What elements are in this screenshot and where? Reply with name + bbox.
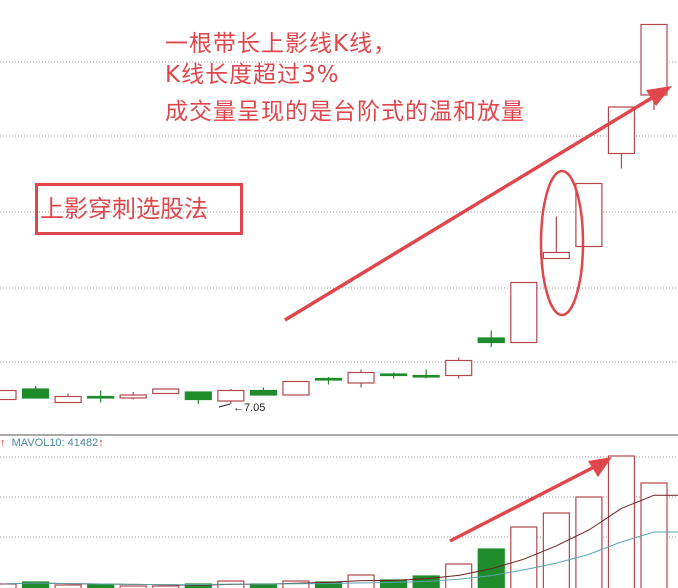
- volume-bar: [640, 482, 668, 588]
- candle-body: [542, 251, 570, 260]
- up-arrow-icon: ↑: [98, 437, 104, 449]
- candle-body: [640, 23, 668, 96]
- candle-body: [119, 394, 147, 399]
- volume-bar: [119, 585, 147, 588]
- mavol10-line: [2, 531, 678, 586]
- volume-bar: [380, 579, 408, 588]
- volume-bar: [184, 583, 212, 588]
- candle-body: [152, 388, 180, 395]
- annotation-line-3: 成交量呈现的是台阶式的温和放量: [165, 99, 525, 125]
- mavol-indicator: ↑ MAVOL10: 41482↑: [0, 437, 104, 449]
- volume-bar: [575, 496, 603, 588]
- candle-body: [54, 395, 82, 404]
- mavol-label: MAVOL10: 41482: [11, 437, 99, 449]
- method-title-box: 上影穿刺选股法: [35, 183, 243, 235]
- candle-body: [445, 359, 473, 377]
- trend-arrow: [284, 94, 656, 322]
- low-price-label: ←7.05: [233, 402, 266, 414]
- low-marker-line: [218, 403, 231, 408]
- volume-bar: [54, 584, 82, 588]
- candle-body: [477, 337, 505, 344]
- candle-body: [0, 389, 17, 401]
- candle-body: [184, 391, 212, 401]
- candle-body: [282, 380, 310, 396]
- volume-bar: [607, 455, 636, 588]
- volume-bar: [282, 580, 310, 588]
- candle-body: [249, 389, 277, 396]
- candle-body: [380, 373, 408, 377]
- low-price-value: 7.05: [244, 402, 266, 414]
- volume-bar: [87, 584, 115, 588]
- candle-body: [412, 374, 440, 378]
- trend-arrow-head: [646, 86, 672, 106]
- up-arrow-icon: ↑: [0, 437, 6, 449]
- volume-arrow-head: [588, 457, 612, 477]
- candle-body: [607, 106, 636, 155]
- volume-bar: [542, 512, 570, 588]
- highlight-ellipse: [539, 169, 585, 317]
- annotation-line-1: 一根带长上影线K线，: [165, 31, 398, 57]
- volume-bar: [0, 583, 17, 588]
- volume-bar: [152, 585, 180, 588]
- candle-body: [510, 281, 538, 344]
- candle-body: [21, 388, 50, 399]
- annotation-line-2: K线长度超过3%: [165, 62, 340, 88]
- volume-bar: [21, 581, 50, 588]
- candle-body: [217, 389, 245, 402]
- candle-body: [314, 377, 343, 381]
- volume-arrow: [449, 463, 599, 543]
- candle-body: [347, 371, 375, 384]
- candle-body: [575, 182, 603, 248]
- candle-body: [87, 395, 115, 399]
- volume-bar: [510, 526, 538, 588]
